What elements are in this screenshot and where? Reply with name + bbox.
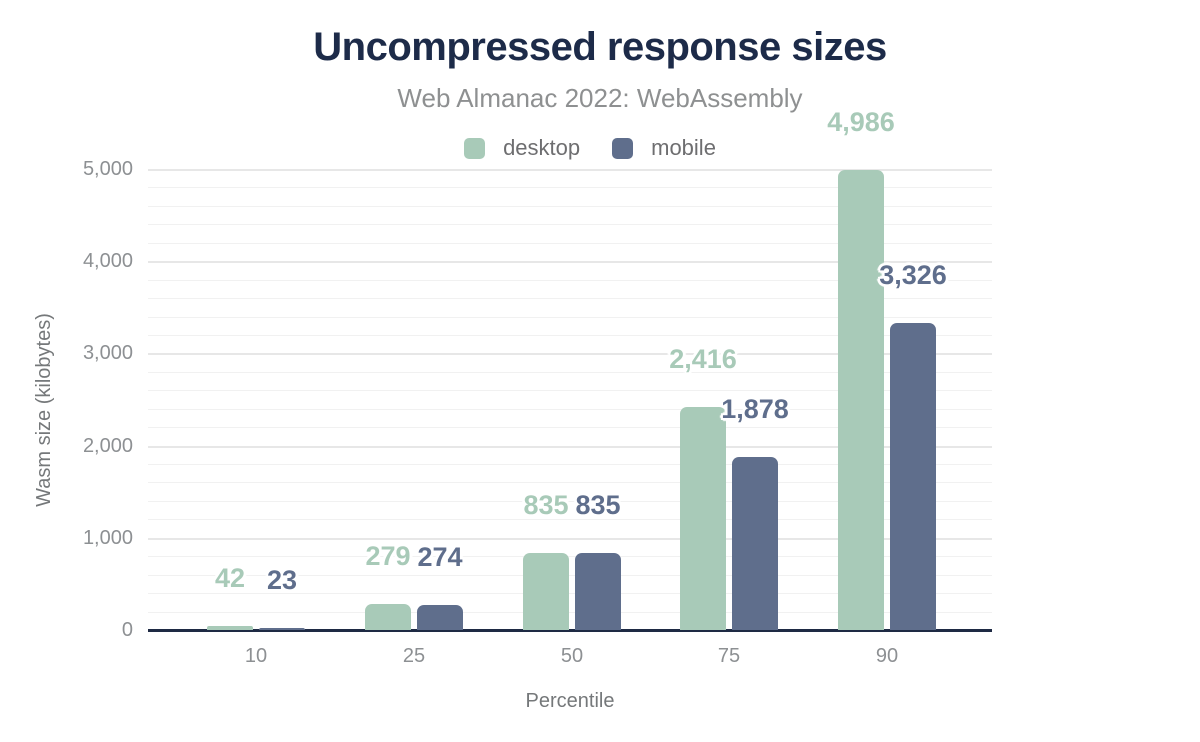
legend: desktop mobile [0,137,1180,159]
bar-mobile-p50[interactable] [575,553,621,630]
value-label-desktop-p50: 835 [523,490,569,520]
y-axis-title: Wasm size (kilobytes) [33,313,55,507]
y-tick-label: 3,000 [82,342,133,364]
bar-desktop-p25[interactable] [365,604,411,630]
chart-title: Uncompressed response sizes [313,25,887,69]
gridline-minor [148,224,992,225]
gridline-minor [148,575,992,576]
gridline-minor [148,187,992,188]
value-label-mobile-p10: 23 [266,565,298,595]
bar-mobile-p10[interactable] [259,628,305,630]
bar-desktop-p90[interactable] [838,170,884,630]
bar-mobile-p90[interactable] [890,323,936,630]
value-label-desktop-p75: 2,416 [669,344,737,374]
x-tick-label: 10 [244,645,268,667]
bar-mobile-p25[interactable] [417,605,463,630]
gridline-minor [148,409,992,410]
value-label-mobile-p25: 274 [417,542,463,572]
bar-desktop-p50[interactable] [523,553,569,630]
legend-label-desktop: desktop [503,135,581,160]
gridline-minor [148,464,992,465]
value-label-mobile-p90: 3,326 [879,260,947,290]
gridline-minor [148,501,992,502]
value-label-mobile-p50: 835 [575,490,621,520]
gridline-minor [148,556,992,557]
chart-subtitle: Web Almanac 2022: WebAssembly [397,83,803,113]
gridline-minor [148,390,992,391]
bar-desktop-p10[interactable] [207,626,253,630]
x-axis-title: Percentile [525,690,615,712]
legend-item-desktop[interactable]: desktop [464,137,580,159]
gridline-minor [148,280,992,281]
legend-label-mobile: mobile [651,135,716,160]
gridline-minor [148,298,992,299]
gridline-major [148,538,992,540]
gridline-minor [148,593,992,594]
x-tick-label: 75 [717,645,741,667]
value-label-desktop-p90: 4,986 [827,107,895,137]
gridline-minor [148,482,992,483]
legend-swatch-mobile [612,137,634,159]
y-tick-label: 4,000 [82,250,133,272]
x-tick-label: 90 [875,645,899,667]
gridline-minor [148,335,992,336]
gridline-minor [148,519,992,520]
gridline-minor [148,317,992,318]
y-tick-label: 0 [121,619,133,641]
y-tick-label: 5,000 [82,158,133,180]
bar-desktop-p75[interactable] [680,407,726,630]
gridline-major [148,446,992,448]
x-tick-label: 25 [402,645,426,667]
x-axis-line [148,629,992,632]
gridline-minor [148,206,992,207]
gridline-minor [148,427,992,428]
legend-swatch-desktop [464,137,486,159]
value-label-mobile-p75: 1,878 [721,394,789,424]
y-tick-label: 2,000 [82,435,133,457]
bar-mobile-p75[interactable] [732,457,778,630]
gridline-major [148,261,992,263]
gridline-major [148,353,992,355]
gridline-minor [148,612,992,613]
y-tick-label: 1,000 [82,527,133,549]
value-label-desktop-p25: 279 [365,541,411,571]
value-label-desktop-p10: 42 [214,563,246,593]
gridline-major [148,169,992,171]
gridline-minor [148,243,992,244]
legend-item-mobile[interactable]: mobile [612,137,716,159]
gridline-minor [148,372,992,373]
x-tick-label: 50 [560,645,584,667]
